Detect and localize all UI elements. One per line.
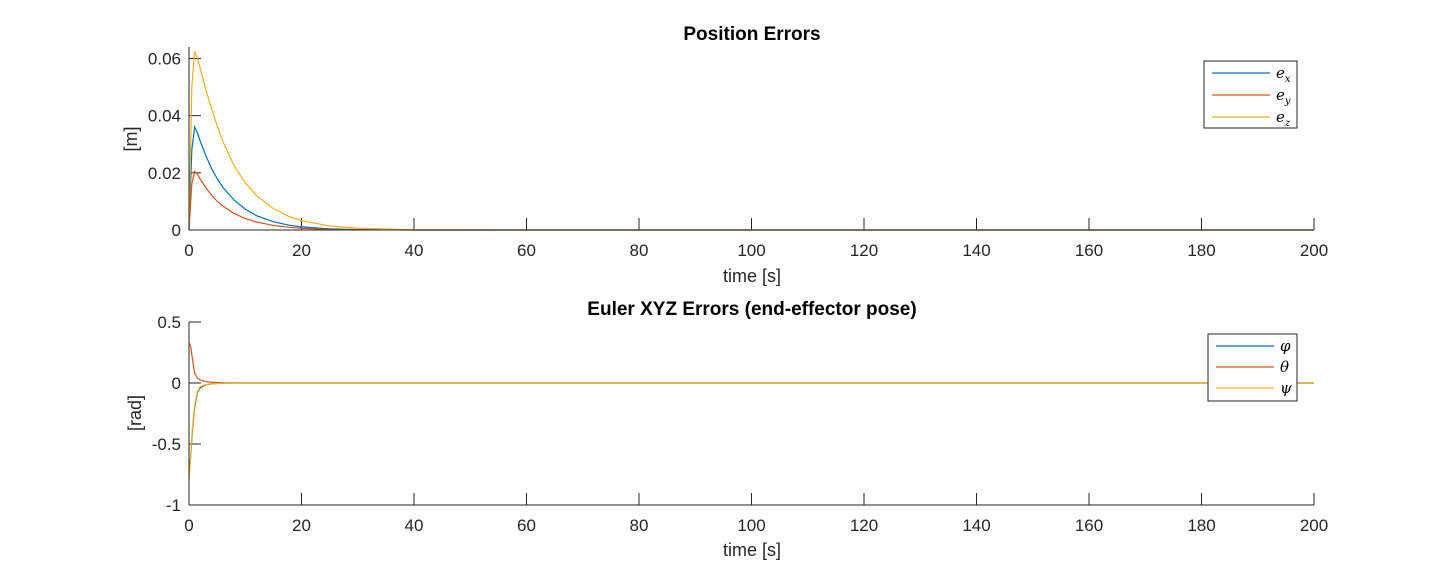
- position-errors-x-tick-label: 60: [517, 241, 536, 260]
- position-errors-x-tick-label: 160: [1075, 241, 1103, 260]
- euler-errors-series-lines: [188, 342, 1314, 481]
- position-errors-xlabel: time [s]: [723, 266, 781, 286]
- position-errors-y-axis: 0 0.02 0.04 0.06: [148, 49, 201, 240]
- euler-errors-legend-label-1: φ: [1280, 337, 1291, 355]
- position-errors-x-tick-label: 180: [1187, 241, 1215, 260]
- position-errors-y-tick-label: 0: [172, 221, 181, 240]
- position-errors-x-tick-label: 40: [405, 241, 424, 260]
- euler-errors-subplot: Euler XYZ Errors (end-effector pose) 0 20…: [125, 299, 1328, 560]
- euler-errors-x-tick-label: 140: [962, 516, 990, 535]
- euler-errors-x-tick-label: 20: [292, 516, 311, 535]
- euler-errors-y-tick-label: 0.5: [157, 313, 181, 332]
- euler-errors-x-tick-label: 120: [850, 516, 878, 535]
- euler-errors-ylabel: [rad]: [125, 395, 145, 431]
- position-errors-legend-label-2: ey: [1276, 86, 1291, 107]
- euler-errors-x-axis: 0 20 40 60 80 100 120 140 160 180 200: [184, 493, 1328, 535]
- position-errors-x-tick-label: 100: [737, 241, 765, 260]
- position-errors-x-axis: 0 20 40 60 80 100 120 140 160 180 200: [184, 218, 1328, 260]
- euler-errors-x-tick-label: 0: [184, 516, 193, 535]
- euler-errors-x-tick-label: 40: [405, 516, 424, 535]
- position-errors-x-tick-label: 20: [292, 241, 311, 260]
- position-errors-x-tick-label: 200: [1300, 241, 1328, 260]
- euler-errors-y-axis: -1 -0.5 0 0.5: [152, 313, 201, 515]
- euler-errors-y-tick-label: -1: [166, 496, 181, 515]
- euler-errors-legend-label-2: θ: [1280, 358, 1289, 376]
- euler-errors-legend-items: φθψ: [1216, 337, 1292, 397]
- euler-errors-series-line-3: [188, 382, 1314, 481]
- euler-errors-x-tick-label: 80: [630, 516, 649, 535]
- position-errors-legend-label-1: ex: [1276, 64, 1291, 85]
- euler-errors-x-tick-label: 60: [517, 516, 536, 535]
- position-errors-x-tick-label: 140: [962, 241, 990, 260]
- position-errors-x-tick-label: 120: [850, 241, 878, 260]
- euler-errors-x-tick-label: 200: [1300, 516, 1328, 535]
- position-errors-legend-label-3: ez: [1276, 108, 1291, 129]
- position-errors-y-tick-label: 0.04: [148, 107, 181, 126]
- position-errors-x-tick-label: 0: [184, 241, 193, 260]
- euler-errors-legend: φθψ: [1207, 333, 1298, 402]
- position-errors-y-tick-label: 0.02: [148, 164, 181, 183]
- euler-errors-y-tick-label: -0.5: [152, 435, 181, 454]
- position-errors-y-tick-label: 0.06: [148, 49, 181, 68]
- position-errors-title: Position Errors: [683, 24, 820, 45]
- euler-errors-legend-label-3: ψ: [1280, 379, 1292, 397]
- position-errors-x-tick-label: 80: [630, 241, 649, 260]
- euler-errors-y-tick-label: 0: [172, 374, 181, 393]
- position-errors-ylabel: [m]: [121, 127, 141, 152]
- euler-errors-title: Euler XYZ Errors (end-effector pose): [587, 299, 916, 320]
- euler-errors-x-tick-label: 180: [1187, 516, 1215, 535]
- euler-errors-x-tick-label: 160: [1075, 516, 1103, 535]
- position-errors-subplot: Position Errors 0 20 40 60 80 100 120 140 160 180…: [121, 24, 1328, 286]
- euler-errors-xlabel: time [s]: [723, 540, 781, 560]
- euler-errors-x-tick-label: 100: [737, 516, 765, 535]
